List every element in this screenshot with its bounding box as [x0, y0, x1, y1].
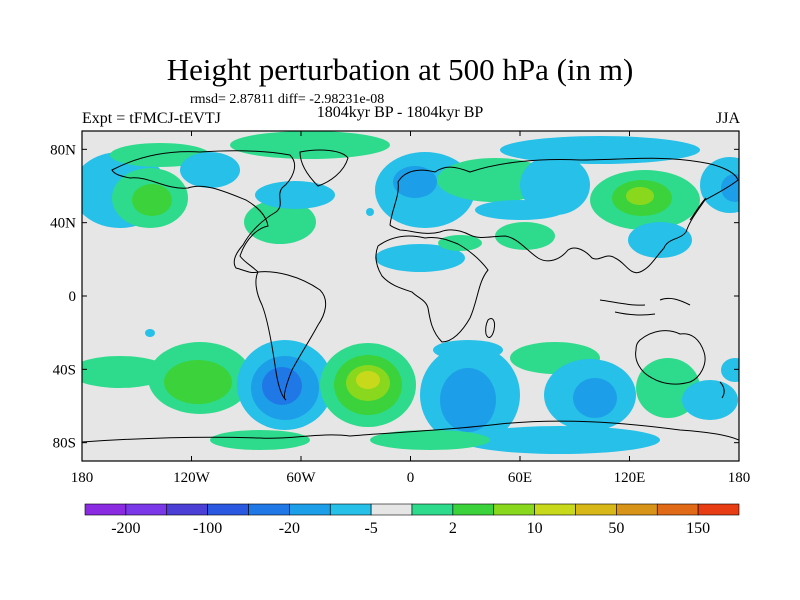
season-label: JJA [716, 110, 741, 127]
contour-neg-mid [440, 368, 496, 432]
colorbar-label: -200 [111, 520, 140, 537]
contour-neg [255, 181, 335, 209]
colorbar-swatch [656, 503, 699, 516]
lon-tick-label: 60W [286, 470, 316, 486]
colorbar-swatch [289, 503, 331, 516]
period-subtitle: 1804kyr BP - 1804kyr BP [316, 104, 484, 121]
contour-pos [210, 430, 310, 450]
contour-neg [460, 426, 660, 454]
lon-tick-label: 120W [173, 470, 211, 486]
colorbar-label: -5 [364, 520, 377, 537]
contour-neg [520, 155, 590, 215]
colorbar-swatch [329, 503, 372, 516]
contour-pos-core [164, 360, 232, 404]
colorbar: -200 -100 -20 -5 2 10 50 150 [84, 503, 740, 537]
contour-pos [230, 131, 390, 159]
lon-tick-label: 60E [508, 470, 532, 486]
map-title: Height perturbation at 500 hPa (in m) [166, 52, 634, 87]
coast-indonesia [599, 297, 691, 316]
contour-pos-core [132, 184, 172, 216]
contour-neg-core [393, 166, 437, 198]
contour-neg [433, 340, 503, 360]
colorbar-swatch [166, 503, 208, 516]
lat-tick-label: 40S [53, 362, 76, 378]
coast-japan [689, 197, 707, 221]
contour-neg [375, 244, 465, 272]
colorbar-swatch [452, 503, 495, 516]
lon-tick-label: 120E [614, 470, 646, 486]
rmsd-stats: rmsd= 2.87811 diff= -2.98231e-08 [190, 92, 385, 107]
coast-europe-asia [389, 157, 739, 274]
colorbar-label: 2 [449, 520, 457, 537]
lat-tick-label: 80N [50, 142, 76, 158]
contour-neg [366, 208, 374, 216]
colorbar-swatch [411, 503, 454, 516]
coast-africa [375, 235, 489, 343]
coast-north-america [111, 150, 295, 273]
coast-madagascar [485, 317, 495, 338]
colorbar-swatch [575, 503, 617, 516]
colorbar-swatch [370, 503, 413, 516]
colorbar-swatch [697, 503, 740, 516]
colorbar-swatch [493, 503, 535, 516]
coast-new-zealand [719, 381, 725, 399]
latitude-axis: 80N 40N 0 40S 80S [50, 142, 739, 452]
experiment-label: Expt = tFMCJ-tEVTJ [82, 110, 221, 127]
coastlines [82, 149, 739, 443]
contour-pos [495, 222, 555, 250]
colorbar-label: -100 [193, 520, 222, 537]
colorbar-label: 10 [527, 520, 543, 537]
coast-greenland [299, 149, 349, 187]
colorbar-swatch [207, 503, 249, 516]
lat-tick-label: 0 [69, 289, 77, 305]
contour-neg-core [721, 174, 739, 202]
contour-neg [180, 152, 240, 188]
colorbar-swatch [616, 503, 658, 516]
lon-tick-label: 0 [407, 470, 415, 486]
colorbar-label: 50 [608, 520, 624, 537]
contour-pos [244, 200, 316, 244]
colorbar-label: 150 [686, 520, 710, 537]
lat-tick-label: 80S [53, 436, 76, 452]
longitude-axis: 180 120W 60W 0 60E 120E 180 [71, 131, 751, 486]
contour-pos [82, 356, 170, 388]
contour-pos [438, 235, 482, 251]
lon-tick-label: 180 [728, 470, 751, 486]
contour-neg-strong [262, 367, 302, 405]
contour-pos [370, 430, 490, 450]
contour-neg [628, 222, 692, 258]
coast-antarctica [82, 420, 739, 443]
contour-pos-peak [356, 371, 380, 389]
lon-tick-label: 180 [71, 470, 94, 486]
colorbar-swatch [534, 503, 576, 516]
colorbar-swatch [125, 503, 168, 516]
contour-neg [721, 358, 739, 382]
contour-neg-mid [573, 378, 617, 418]
contour-neg [145, 329, 155, 337]
lat-tick-label: 40N [50, 216, 76, 232]
colorbar-swatch [84, 503, 127, 516]
colorbar-swatch [248, 503, 290, 516]
colorbar-label: -20 [279, 520, 300, 537]
contour-neg [682, 380, 738, 420]
coast-australia [635, 330, 706, 385]
coast-south-america [255, 271, 327, 401]
contour-pos-peak [626, 187, 654, 205]
